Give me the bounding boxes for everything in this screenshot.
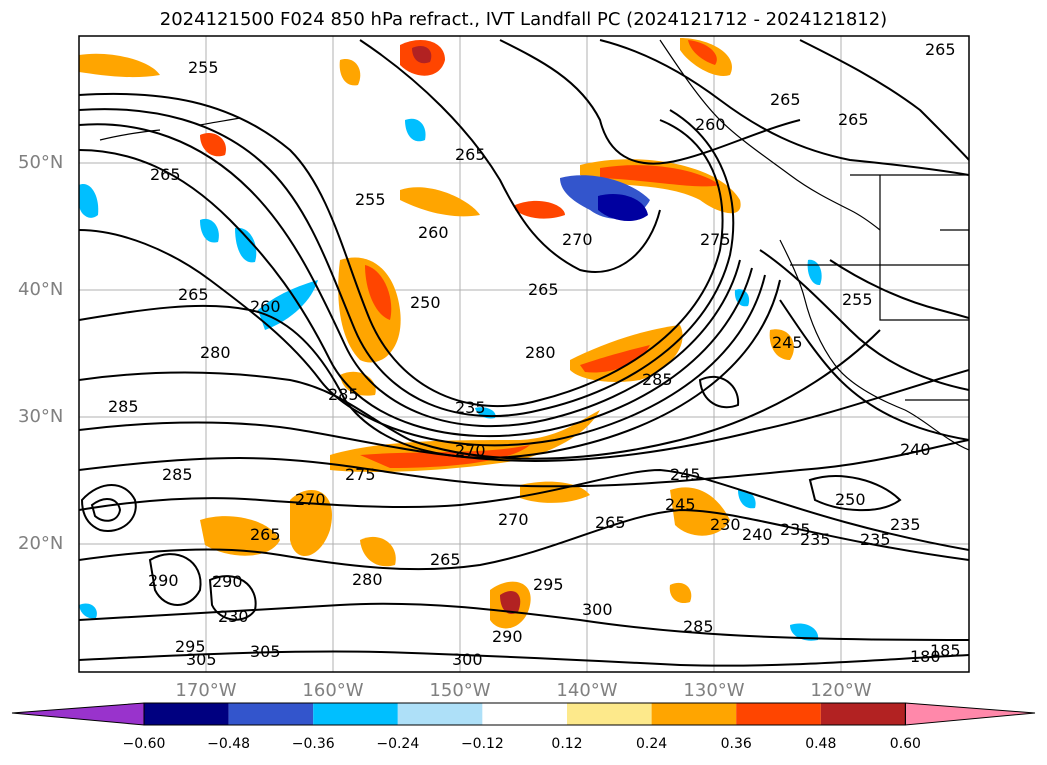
lat-label: 40°N [18, 279, 64, 300]
contour-label: 275 [345, 465, 376, 484]
contour-label: 300 [452, 650, 483, 669]
contour-label: 280 [200, 343, 231, 362]
contour-label: 245 [772, 333, 803, 352]
contour-label: 250 [835, 490, 866, 509]
contour-label: 185 [930, 641, 961, 660]
colorbar-tick-label: 0.24 [636, 736, 668, 752]
colorbar [11, 702, 1036, 726]
contour-label: 230 [218, 607, 249, 626]
contour-label: 290 [492, 627, 523, 646]
lon-label: 170°W [175, 680, 237, 701]
contour-label: 265 [925, 40, 956, 59]
contour-label: 240 [742, 525, 773, 544]
contour-label: 265 [595, 513, 626, 532]
colorbar-bin [736, 703, 821, 725]
contour-label: 235 [455, 398, 486, 417]
contour-label: 240 [900, 440, 931, 459]
colorbar-tick-label: −0.60 [122, 736, 166, 752]
contour-label: 265 [455, 145, 486, 164]
colorbar-tick-label: 0.12 [551, 736, 583, 752]
colorbar-tick-label: 0.60 [889, 736, 921, 752]
contour-label: 295 [175, 637, 206, 656]
colorbar-tick-label: −0.24 [376, 736, 420, 752]
contour-label: 265 [770, 90, 801, 109]
contour-label: 180 [910, 647, 941, 666]
colorbar-tick-label: 0.36 [720, 736, 752, 752]
contour-labels: 255 265 265 255 260 265 270 275 265 260 … [108, 40, 961, 669]
contour-label: 270 [455, 441, 486, 460]
colorbar-tick-label: −0.36 [291, 736, 335, 752]
contour-label: 285 [683, 617, 714, 636]
contour-label: 265 [178, 285, 209, 304]
contour-label: 260 [250, 297, 281, 316]
lon-label: 160°W [302, 680, 364, 701]
contour-label: 280 [525, 343, 556, 362]
lon-label: 130°W [683, 680, 745, 701]
contour-label: 235 [780, 520, 811, 539]
contour-label: 305 [250, 642, 281, 661]
contour-label: 270 [295, 490, 326, 509]
contour-label: 280 [352, 570, 383, 589]
lat-label: 20°N [18, 533, 64, 554]
colorbar-extend-low [11, 702, 145, 726]
contour-label: 245 [670, 465, 701, 484]
contour-label: 290 [148, 571, 179, 590]
contour-label: 235 [860, 530, 891, 549]
contour-label: 255 [188, 58, 219, 77]
colorbar-bin [313, 703, 398, 725]
contour-label: 285 [162, 465, 193, 484]
colorbar-bin [397, 703, 483, 725]
lon-label: 150°W [429, 680, 491, 701]
colorbar-tick-label: 0.48 [805, 736, 837, 752]
lat-label: 30°N [18, 406, 64, 427]
colorbar-bin [567, 703, 652, 725]
coastlines [99, 39, 969, 451]
positive-anomaly-patches [79, 38, 794, 629]
contour-label: 265 [150, 165, 181, 184]
contour-label: 270 [562, 230, 593, 249]
lon-label: 140°W [556, 680, 618, 701]
colorbar-extend-high [904, 702, 1036, 726]
contour-label: 290 [212, 572, 243, 591]
colorbar-tick-label: −0.48 [207, 736, 251, 752]
contour-label: 235 [890, 515, 921, 534]
lon-label: 120°W [810, 680, 872, 701]
contour-label: 300 [582, 600, 613, 619]
contour-label: 285 [108, 397, 139, 416]
colorbar-bin [820, 703, 906, 725]
contour-label: 270 [498, 510, 529, 529]
contour-label: 265 [838, 110, 869, 129]
colorbar-tick-label: −0.12 [460, 736, 504, 752]
plot-title: 2024121500 F024 850 hPa refract., IVT La… [159, 9, 888, 30]
contour-label: 260 [695, 115, 726, 134]
contour-label: 255 [355, 190, 386, 209]
contour-label: 250 [410, 293, 441, 312]
contour-label: 235 [800, 530, 831, 549]
contour-label: 255 [842, 290, 873, 309]
colorbar-bin [144, 703, 229, 725]
contour-label: 305 [186, 650, 217, 669]
colorbar-bin [228, 703, 314, 725]
contour-label: 230 [710, 515, 741, 534]
lat-label: 50°N [18, 152, 64, 173]
map-frame [78, 35, 970, 673]
contour-label: 285 [642, 370, 673, 389]
colorbar-bin [651, 703, 737, 725]
colorbar-bin [482, 703, 567, 725]
contour-label: 265 [250, 525, 281, 544]
contour-label: 295 [533, 575, 564, 594]
contour-label: 285 [328, 385, 359, 404]
contour-label: 275 [700, 230, 731, 249]
contour-label: 265 [528, 280, 559, 299]
contour-label: 260 [418, 223, 449, 242]
contour-label: 245 [665, 495, 696, 514]
contour-label: 265 [430, 550, 461, 569]
